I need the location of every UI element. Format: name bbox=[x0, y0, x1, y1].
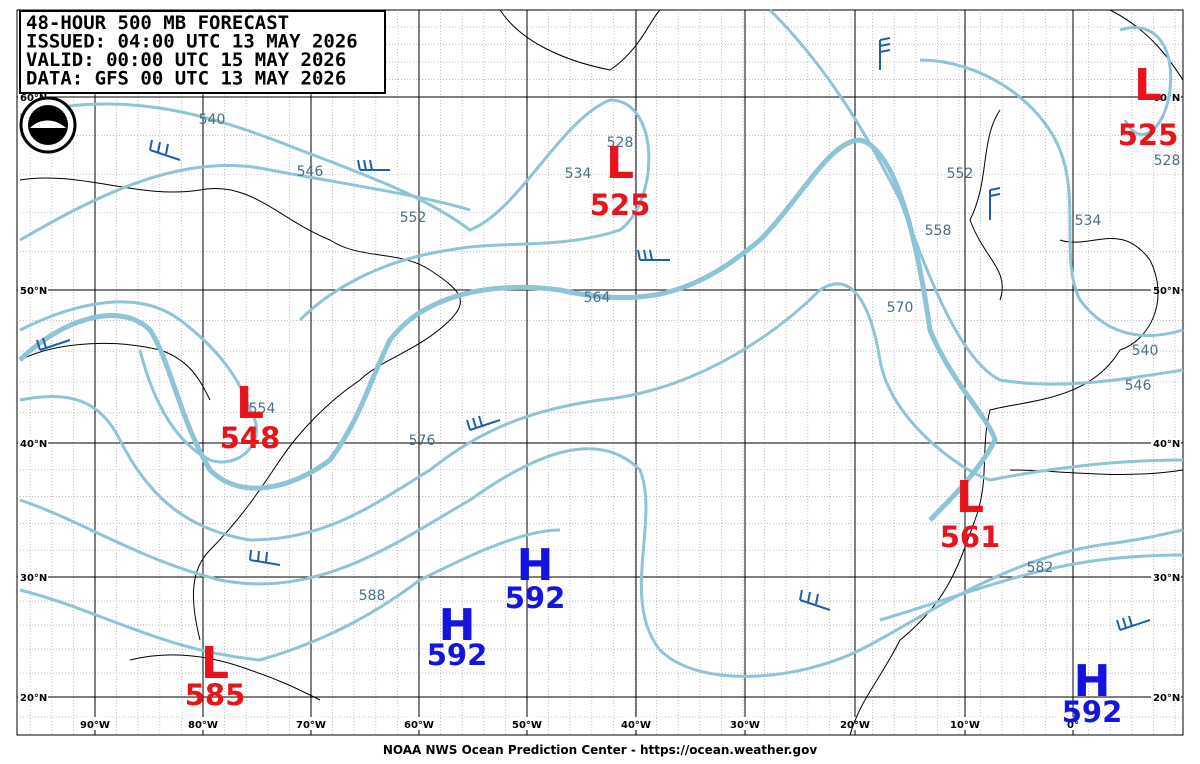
lon-label: 10°W bbox=[950, 720, 980, 731]
center-symbol: L bbox=[201, 638, 229, 689]
lon-label: 70°W bbox=[296, 720, 326, 731]
contour-label: 570 bbox=[887, 300, 914, 316]
lon-label-bg bbox=[511, 717, 543, 730]
lat-label-bg bbox=[1151, 691, 1181, 703]
center-symbol: H bbox=[1074, 656, 1111, 707]
header-box bbox=[19, 10, 386, 94]
header-line: VALID: 00:00 UTC 15 MAY 2026 bbox=[26, 49, 346, 71]
lon-label: 80°W bbox=[188, 720, 218, 731]
lat-label: 50°N bbox=[20, 286, 47, 297]
lat-label: 20°N bbox=[1153, 693, 1180, 704]
lat-label-bg bbox=[18, 437, 48, 449]
contour-label: 546 bbox=[1125, 378, 1152, 394]
center-symbol: L bbox=[956, 472, 984, 523]
contour-label: 552 bbox=[400, 210, 427, 226]
lon-label-bg bbox=[79, 717, 111, 730]
lat-label-bg bbox=[1151, 437, 1181, 449]
contour-label: 546 bbox=[297, 164, 324, 180]
contour-label: 558 bbox=[925, 223, 952, 239]
center-value: 585 bbox=[185, 678, 246, 712]
lon-label: 0° bbox=[1067, 720, 1079, 731]
header-line: ISSUED: 04:00 UTC 13 MAY 2026 bbox=[26, 31, 358, 53]
lon-label-bg bbox=[729, 717, 761, 730]
center-value: 525 bbox=[1118, 118, 1179, 152]
lon-label-bg bbox=[839, 717, 871, 730]
lon-label: 20°W bbox=[840, 720, 870, 731]
center-symbol: H bbox=[439, 600, 476, 651]
lon-label: 90°W bbox=[80, 720, 110, 731]
contour-label: 588 bbox=[359, 588, 386, 604]
lat-label-bg bbox=[1151, 91, 1181, 103]
lon-label-bg bbox=[295, 717, 327, 730]
lon-label-bg bbox=[403, 717, 435, 730]
center-value: 561 bbox=[940, 520, 1001, 554]
lon-label-bg bbox=[620, 717, 652, 730]
contour-label: 540 bbox=[1132, 343, 1159, 359]
center-symbol: H bbox=[517, 540, 554, 591]
lat-label: 60°N bbox=[1153, 93, 1180, 104]
lat-label-bg bbox=[18, 691, 48, 703]
center-value: 592 bbox=[1062, 695, 1123, 729]
major-grid: 60°N 60°N 50°N 50°N 40°N 40°N 30°N 30°N 20°N 20°N… bbox=[17, 10, 1183, 735]
center-value: 548 bbox=[220, 421, 281, 455]
lon-label: 40°W bbox=[621, 720, 651, 731]
center-value: 525 bbox=[590, 188, 651, 222]
footer-credit: NOAA NWS Ocean Prediction Center - https… bbox=[383, 743, 817, 757]
contour-label: 528 bbox=[607, 135, 634, 151]
header-line: DATA: GFS 00 UTC 13 MAY 2026 bbox=[26, 68, 346, 90]
contour-label: 564 bbox=[584, 290, 611, 306]
center-value: 592 bbox=[427, 638, 488, 672]
lon-label-bg bbox=[949, 717, 981, 730]
wind-barbs bbox=[36, 37, 1151, 631]
contour-label: 534 bbox=[565, 166, 592, 182]
center-value: 592 bbox=[505, 581, 566, 615]
lat-label: 60°N bbox=[20, 93, 47, 104]
contour-label: 552 bbox=[947, 166, 974, 182]
lat-label: 50°N bbox=[1153, 286, 1180, 297]
contour-label: 540 bbox=[199, 112, 226, 128]
contour-label: 534 bbox=[1075, 213, 1102, 229]
lon-label: 60°W bbox=[404, 720, 434, 731]
map-frame bbox=[16, 9, 1184, 736]
contour-label: 528 bbox=[1154, 153, 1181, 169]
lon-label-bg bbox=[1057, 717, 1089, 730]
center-symbol: L bbox=[1134, 60, 1162, 111]
lat-label-bg bbox=[18, 571, 48, 583]
lat-label-bg bbox=[18, 284, 48, 296]
lat-label-bg bbox=[1151, 571, 1181, 583]
lon-label: 50°W bbox=[512, 720, 542, 731]
lon-label-bg bbox=[187, 717, 219, 730]
contour-label: 576 bbox=[409, 433, 436, 449]
center-symbol: L bbox=[236, 378, 264, 429]
center-symbol: L bbox=[606, 138, 634, 189]
lat-label: 40°N bbox=[1153, 439, 1180, 450]
lat-label: 30°N bbox=[1153, 573, 1180, 584]
lat-label: 40°N bbox=[20, 439, 47, 450]
contour-label: 554 bbox=[249, 401, 276, 417]
lon-label: 30°W bbox=[730, 720, 760, 731]
height-contours bbox=[18, 8, 1184, 678]
lat-label: 20°N bbox=[20, 693, 47, 704]
coastlines bbox=[19, 9, 1184, 736]
contour-label: 582 bbox=[1027, 560, 1054, 576]
noaa-logo bbox=[19, 96, 77, 154]
lat-label: 30°N bbox=[20, 573, 47, 584]
header-line: 48-HOUR 500 MB FORECAST bbox=[26, 12, 289, 34]
